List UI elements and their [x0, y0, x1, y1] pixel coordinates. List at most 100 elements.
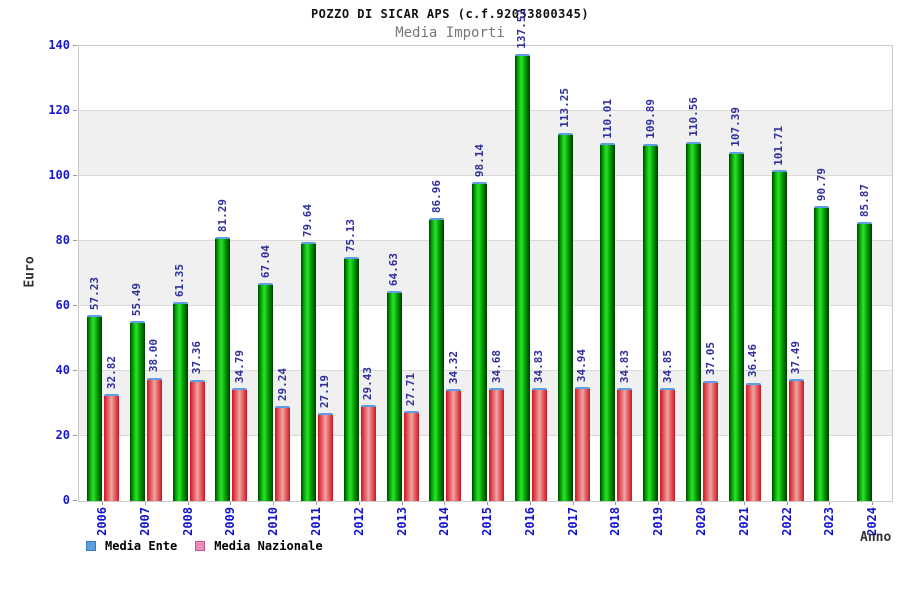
x-tick-mark — [144, 502, 146, 505]
bar-media-ente-2016 — [514, 54, 530, 501]
bar-media-nazionale-value-label: 29.24 — [275, 367, 289, 401]
x-category-label: 2009 — [223, 507, 238, 536]
y-tick-label: 20 — [55, 428, 70, 442]
bar-media-nazionale-2007 — [146, 377, 162, 501]
bar-media-ente-value-label: 55.49 — [130, 282, 144, 316]
x-tick-mark — [230, 502, 232, 505]
x-category-label: 2007 — [137, 507, 152, 536]
bar-media-ente-2018 — [600, 143, 616, 501]
x-category-label: 2011 — [308, 507, 323, 536]
gridline — [79, 110, 892, 111]
bar-media-ente-2024 — [857, 221, 873, 501]
bar-media-nazionale-value-label: 34.85 — [660, 349, 674, 383]
legend-item-media-nazionale: Media Nazionale — [195, 539, 323, 553]
x-category-label: 2010 — [266, 507, 281, 536]
bar-media-nazionale-value-label: 37.05 — [703, 342, 717, 376]
plot-band — [79, 111, 892, 176]
y-tick-label: 140 — [48, 38, 70, 52]
y-tick-mark — [73, 240, 77, 241]
plot-area: 57.23 32.82 55.49 38.00 61.35 37.36 81.29 34.79… — [78, 9, 893, 502]
bar-media-ente-2021 — [728, 151, 744, 501]
x-tick-mark — [572, 502, 574, 505]
bar-media-ente-2022 — [771, 170, 787, 501]
x-tick-mark — [872, 502, 874, 505]
chart-title: POZZO DI SICAR APS (c.f.92053800345) — [310, 7, 590, 21]
x-category-label: 2013 — [394, 507, 409, 536]
legend-item-media-ente: Media Ente — [86, 539, 177, 553]
bar-media-ente-2009 — [215, 236, 231, 501]
bar-media-ente-value-label: 101.71 — [772, 125, 786, 166]
bar-media-ente-2012 — [343, 256, 359, 501]
bar-media-ente-2023 — [814, 205, 830, 501]
y-tick-label: 120 — [48, 103, 70, 117]
x-category-label: 2020 — [694, 507, 709, 536]
x-tick-mark — [786, 502, 788, 505]
bar-media-nazionale-value-label: 37.49 — [789, 341, 803, 375]
bar-media-ente-value-label: 113.25 — [558, 88, 572, 128]
bar-media-ente-2008 — [172, 301, 188, 501]
bar-media-ente-value-label: 110.56 — [686, 96, 700, 137]
bar-media-nazionale-value-label: 34.68 — [489, 350, 503, 384]
bar-media-ente-2019 — [643, 143, 659, 501]
bar-media-nazionale-value-label: 34.83 — [532, 349, 546, 383]
bar-media-ente-2015 — [472, 182, 488, 501]
bar-media-ente-2020 — [686, 141, 702, 501]
bar-media-ente-2006 — [87, 315, 102, 501]
bar-media-ente-value-label: 64.63 — [387, 252, 401, 286]
bar-media-nazionale-2020 — [703, 380, 719, 501]
x-category-label: 2018 — [608, 507, 623, 536]
x-category-label: 2015 — [480, 507, 495, 536]
plot-band — [79, 46, 892, 111]
bar-media-nazionale-2019 — [660, 387, 676, 501]
y-tick-mark — [73, 45, 77, 46]
bar-media-ente-value-label: 81.29 — [215, 198, 229, 232]
legend-label: Media Nazionale — [214, 539, 323, 553]
y-tick-mark — [73, 435, 77, 436]
bar-media-ente-2014 — [429, 218, 445, 501]
bar-media-nazionale-2021 — [745, 382, 761, 501]
bar-media-nazionale-2008 — [189, 379, 205, 501]
media-ente-swatch-icon — [86, 541, 96, 551]
y-tick-label: 60 — [55, 298, 70, 312]
bar-media-ente-value-label: 79.64 — [301, 204, 315, 238]
x-tick-mark — [102, 502, 103, 505]
x-category-label: 2012 — [351, 507, 366, 536]
bar-media-ente-value-label: 67.04 — [258, 245, 272, 279]
x-tick-mark — [444, 502, 446, 505]
bar-media-ente-value-label: 57.23 — [87, 276, 101, 311]
x-tick-mark — [701, 502, 703, 505]
bar-media-nazionale-value-label: 27.71 — [404, 372, 418, 406]
y-tick-mark — [73, 500, 77, 501]
y-tick-label: 80 — [55, 233, 70, 247]
bar-media-nazionale-2017 — [574, 387, 590, 501]
bar-media-ente-value-label: 85.87 — [857, 183, 871, 217]
x-tick-mark — [829, 502, 831, 505]
legend-label: Media Ente — [105, 539, 178, 553]
bar-media-nazionale-value-label: 34.32 — [446, 351, 460, 385]
y-axis-title: Euro — [22, 256, 38, 288]
x-tick-mark — [615, 502, 617, 505]
y-tick-mark — [73, 175, 77, 176]
bar-media-nazionale-2016 — [531, 387, 547, 501]
x-category-label: 2014 — [437, 507, 452, 536]
bar-media-nazionale-2013 — [403, 410, 419, 501]
bar-media-nazionale-2006 — [104, 394, 119, 501]
bar-media-ente-value-label: 107.39 — [729, 107, 743, 147]
gridline — [79, 175, 892, 176]
bar-media-nazionale-value-label: 34.94 — [575, 349, 589, 383]
x-category-label: 2016 — [522, 507, 537, 536]
x-category-label: 2022 — [779, 507, 794, 536]
bar-media-nazionale-value-label: 27.19 — [318, 374, 332, 408]
x-category-label: 2019 — [651, 507, 666, 536]
x-category-label: 2006 — [95, 507, 109, 536]
x-tick-mark — [658, 502, 660, 505]
bar-media-nazionale-value-label: 29.43 — [361, 367, 375, 401]
bar-media-ente-2013 — [386, 290, 402, 501]
bar-media-nazionale-2011 — [317, 412, 333, 501]
bar-media-ente-value-label: 109.89 — [643, 99, 657, 139]
bar-media-ente-value-label: 61.35 — [173, 263, 187, 297]
bar-media-ente-2011 — [300, 242, 316, 501]
x-tick-mark — [273, 502, 275, 505]
x-tick-mark — [187, 502, 189, 505]
bar-media-nazionale-2014 — [446, 389, 462, 501]
